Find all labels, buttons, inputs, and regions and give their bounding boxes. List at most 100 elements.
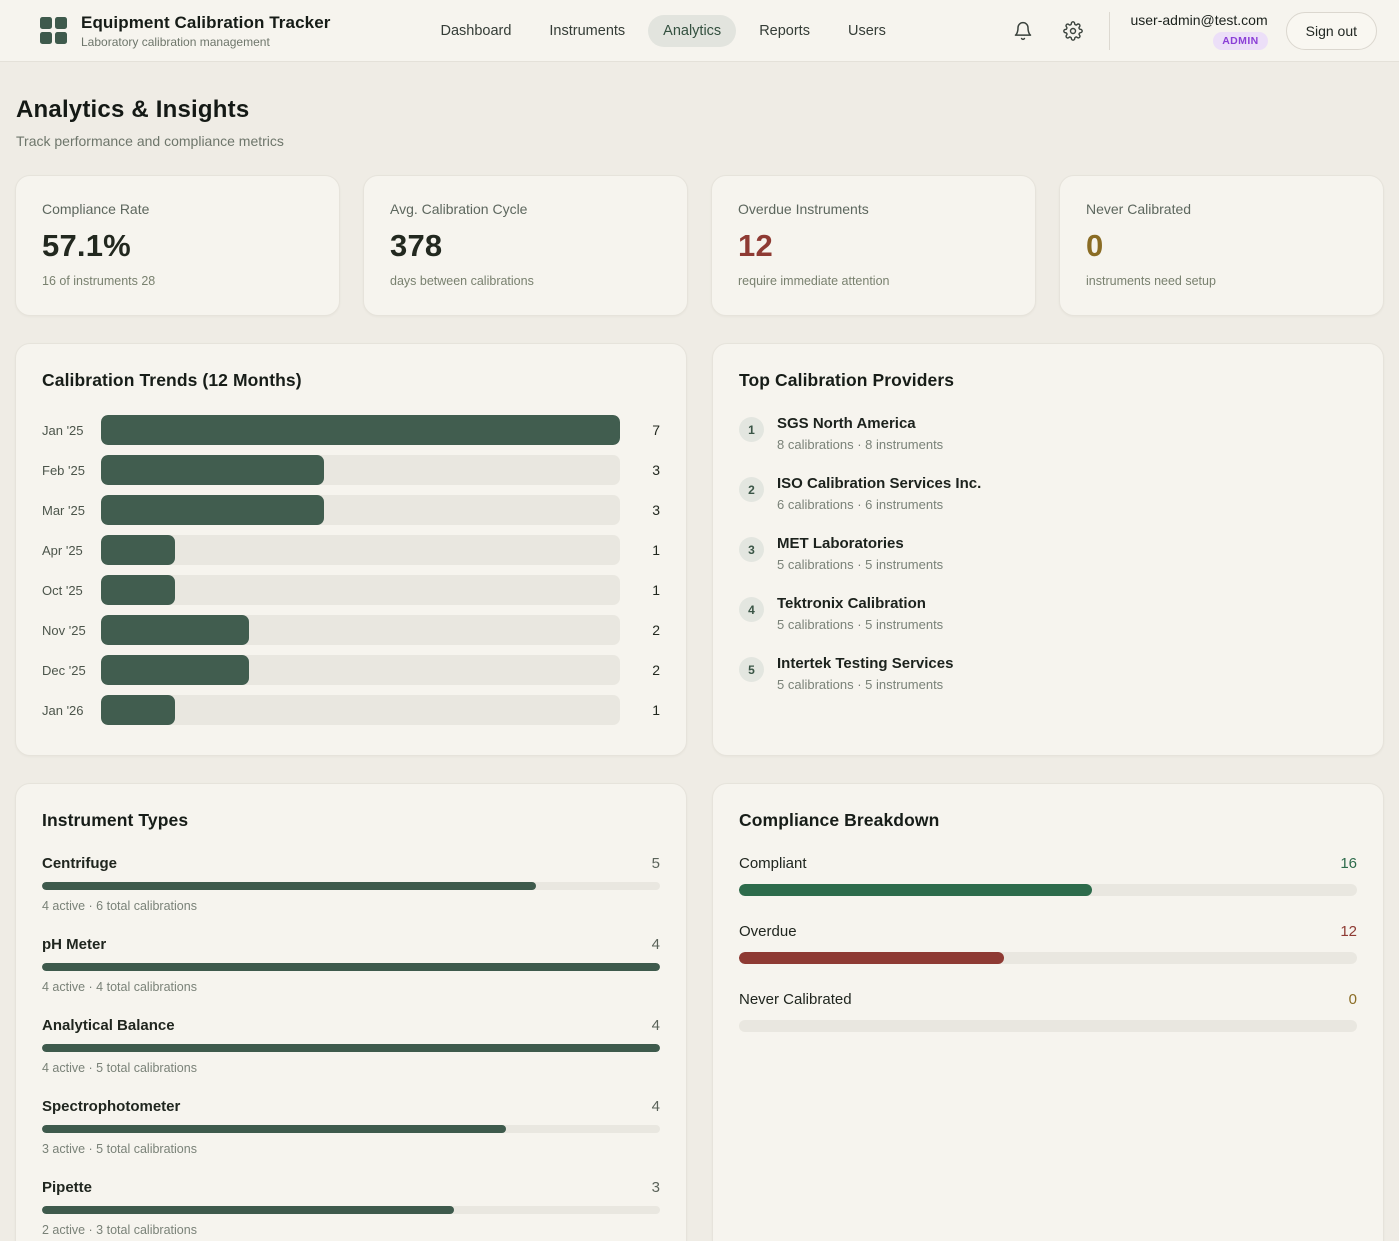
trend-bar-track [101,415,620,445]
provider-name: Tektronix Calibration [777,595,926,612]
stat-value: 12 [738,228,773,263]
instrument-type-count: 5 [651,855,660,872]
instrument-type-bar-track [42,1206,660,1214]
calibration-trends-panel: Calibration Trends (12 Months) Jan '25 7… [15,343,687,756]
trend-bar-fill [101,655,250,685]
instrument-type-bar-fill [42,1206,455,1214]
compliance-bar-fill [739,952,1005,964]
compliance-label: Never Calibrated [739,991,852,1008]
compliance-breakdown-title: Compliance Breakdown [739,810,940,830]
trend-bar-track [101,615,620,645]
stat-label: Overdue Instruments [738,201,869,217]
compliance-row: Never Calibrated 0 [739,991,1357,1032]
instrument-type-bar-fill [42,963,660,971]
sign-out-button[interactable]: Sign out [1285,11,1377,50]
instrument-type-detail: 4 active · 5 total calibrations [42,1061,197,1075]
stat-caption: instruments need setup [1086,274,1216,288]
trend-month-label: Jan '26 [42,702,84,718]
trend-bar-track [101,455,620,485]
provider-detail: 8 calibrations · 8 instruments [777,437,944,452]
trend-month-label: Apr '25 [42,542,83,558]
top-providers-panel: Top Calibration Providers 1 SGS North Am… [712,343,1384,756]
app-brand: Equipment Calibration Tracker Laboratory… [40,13,330,49]
provider-name: Intertek Testing Services [777,655,954,672]
instrument-type-name: Spectrophotometer [42,1098,181,1115]
stat-card-compliance-rate: Compliance Rate 57.1% 16 of instruments … [15,175,340,316]
header-divider [1109,11,1111,50]
trend-value: 3 [652,502,660,518]
bell-icon [1013,21,1033,41]
compliance-bar-fill [739,884,1092,896]
instrument-type-name: Analytical Balance [42,1017,175,1034]
nav-item-dashboard[interactable]: Dashboard [425,15,526,47]
provider-detail: 6 calibrations · 6 instruments [777,497,944,512]
stat-card-overdue: Overdue Instruments 12 require immediate… [711,175,1036,316]
trend-row: Nov '25 2 [42,615,660,645]
role-badge: ADMIN [1213,31,1268,50]
trend-month-label: Feb '25 [42,462,85,478]
app-logo-grid-icon [40,17,67,44]
provider-detail: 5 calibrations · 5 instruments [777,617,944,632]
compliance-label: Overdue [739,923,797,940]
trend-value: 1 [652,702,660,718]
nav-item-users[interactable]: Users [833,15,901,47]
nav-item-instruments[interactable]: Instruments [534,15,640,47]
stats-row: Compliance Rate 57.1% 16 of instruments … [15,175,1384,316]
instrument-types-panel: Instrument Types Centrifuge 5 4 active ·… [15,783,687,1241]
instrument-type-bar-track [42,963,660,971]
stat-card-avg-cycle: Avg. Calibration Cycle 378 days between … [363,175,688,316]
trend-row: Dec '25 2 [42,655,660,685]
trend-value: 3 [652,462,660,478]
provider-rank-badge: 4 [739,597,764,622]
provider-rank-badge: 1 [739,417,764,442]
provider-rank-badge: 3 [739,537,764,562]
trend-value: 2 [652,662,660,678]
compliance-bar-track [739,884,1357,896]
provider-list-item: 1 SGS North America 8 calibrations · 8 i… [739,415,1357,452]
instrument-type-row: Centrifuge 5 4 active · 6 total calibrat… [42,855,660,913]
instrument-type-row: Spectrophotometer 4 3 active · 5 total c… [42,1098,660,1156]
trend-row: Jan '26 1 [42,695,660,725]
notifications-button[interactable] [1007,15,1039,47]
compliance-bar-track [739,952,1357,964]
trend-row: Feb '25 3 [42,455,660,485]
instrument-type-name: Pipette [42,1179,93,1196]
stat-caption: 16 of instruments 28 [42,274,156,288]
stat-label: Never Calibrated [1086,201,1192,217]
nav-item-analytics[interactable]: Analytics [648,14,737,47]
instrument-type-bar-fill [42,1125,506,1133]
trend-bar-track [101,495,620,525]
stat-caption: require immediate attention [738,274,890,288]
trend-value: 7 [652,422,660,438]
provider-name: SGS North America [777,415,916,432]
trend-bar-fill [101,455,324,485]
instrument-type-name: Centrifuge [42,855,117,872]
instrument-type-count: 4 [651,936,660,953]
instrument-type-bar-track [42,1044,660,1052]
trend-row: Mar '25 3 [42,495,660,525]
trends-bar-chart: Jan '25 7 Feb '25 3 Mar '25 3 Apr '25 1 … [42,415,660,725]
provider-list-item: 5 Intertek Testing Services 5 calibratio… [739,655,1357,692]
gear-icon [1063,20,1084,41]
page-subtitle: Track performance and compliance metrics [16,133,284,149]
main-nav: Dashboard Instruments Analytics Reports … [425,14,901,47]
trend-bar-fill [101,535,176,565]
trend-bar-fill [101,695,176,725]
settings-button[interactable] [1057,15,1089,47]
app-title: Equipment Calibration Tracker [81,12,331,32]
instrument-types-title: Instrument Types [42,810,189,830]
instrument-type-bar-track [42,882,660,890]
compliance-breakdown-panel: Compliance Breakdown Compliant 16 Overdu… [712,783,1384,1241]
trend-month-label: Mar '25 [42,502,85,518]
stat-label: Compliance Rate [42,201,150,217]
instrument-type-detail: 4 active · 6 total calibrations [42,899,197,913]
compliance-bar-track [739,1020,1357,1032]
app-subtitle: Laboratory calibration management [81,34,270,49]
provider-name: MET Laboratories [777,535,904,552]
nav-item-reports[interactable]: Reports [744,15,825,47]
top-providers-title: Top Calibration Providers [739,370,955,390]
stat-value: 57.1% [42,228,131,263]
stat-value: 378 [390,228,443,263]
trend-bar-track [101,575,620,605]
instrument-type-count: 3 [651,1179,660,1196]
